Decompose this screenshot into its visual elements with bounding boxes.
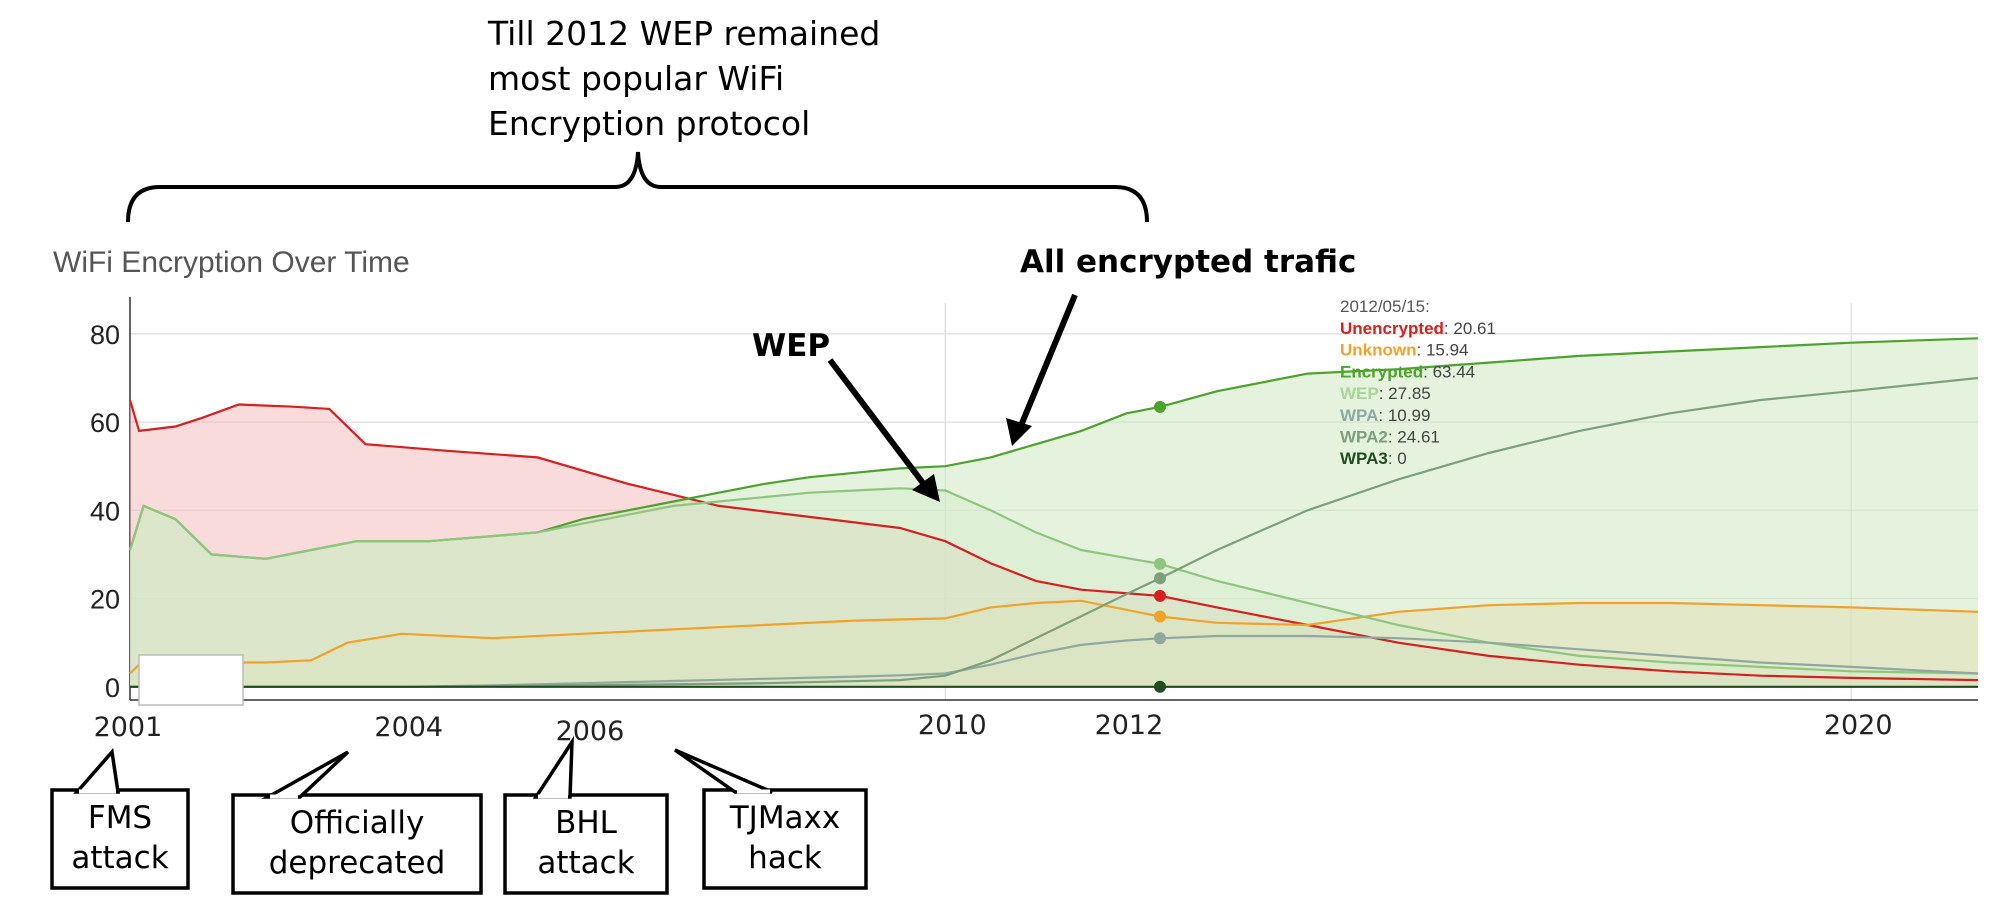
x-tick-label-1: 2004: [374, 712, 443, 743]
y-tick-label-4: 80: [90, 320, 120, 350]
event-bubble-label: deprecated: [269, 845, 446, 881]
series-lines: [128, 337, 1979, 688]
event-bubble-label: TJMaxx: [729, 800, 841, 836]
event-bubble-pointer: [73, 748, 121, 794]
event-bubble-pointer: [532, 735, 574, 799]
event-bubble-2: BHL attack: [503, 735, 669, 895]
marker-wpa: [1153, 632, 1166, 645]
marker-wpa3: [1153, 680, 1166, 693]
tooltip-row-wpa: WPA: 10.99: [1340, 406, 1430, 425]
event-bubble-label: BHL: [555, 805, 618, 841]
callout-wep-label: WEP: [752, 328, 830, 364]
tooltip-row-unencrypted: Unencrypted: 20.61: [1340, 319, 1496, 338]
tooltip-series-name: WPA3: [1340, 449, 1388, 468]
tooltip-date: 2012/05/15:: [1340, 297, 1430, 316]
x-tick-label-5: 2020: [1824, 710, 1893, 741]
tooltip-series-value: : 15.94: [1417, 341, 1469, 360]
event-bubble-pointer: [261, 750, 350, 799]
line-wpa: [130, 634, 1979, 688]
tooltip-series-value: : 10.99: [1378, 406, 1430, 425]
x-tick-label-2: 2006: [556, 716, 625, 747]
event-bubble-label: FMS: [88, 800, 152, 836]
event-bubble-label: hack: [748, 840, 822, 876]
tooltip-series-name: Unknown: [1340, 341, 1417, 360]
marker-unencrypted: [1153, 589, 1166, 602]
line-unencrypted: [128, 399, 1979, 682]
tooltip-row-unknown: Unknown: 15.94: [1340, 341, 1469, 360]
area-wep: [130, 488, 1978, 687]
event-bubble-3: TJMaxx hack: [673, 748, 868, 890]
blank-box: [138, 654, 244, 706]
tooltip-series-name: WEP: [1340, 384, 1379, 403]
x-tick-labels: 2001 2004 2006 2010 2012 2020: [94, 710, 1893, 747]
tooltip-series-name: WPA2: [1340, 428, 1388, 447]
callout-wep-arrow-shaft: [827, 358, 929, 489]
plot-area: 0 20 40 60 80 2001 2004 2006 2010 2012 2020: [90, 297, 1979, 747]
y-tick-label-0: 0: [105, 673, 120, 703]
header-note-line-3: Encryption protocol: [488, 104, 810, 143]
event-bubble-label: Officially: [290, 805, 425, 841]
tooltip-series-name: Unencrypted: [1340, 319, 1444, 338]
callout-wep-arrowhead: [912, 474, 940, 502]
header-note-line-1: Till 2012 WEP remained: [487, 14, 880, 53]
tooltip-row-wep: WEP: 27.85: [1340, 384, 1431, 403]
marker-encrypted: [1153, 400, 1166, 413]
event-bubble-box: [231, 793, 483, 895]
event-bubble-box: [702, 788, 868, 890]
y-tick-label-2: 40: [90, 496, 120, 526]
event-bubble-label: attack: [537, 845, 634, 881]
callout-all-encrypted-arrowhead: [1006, 418, 1032, 446]
header-note: Till 2012 WEP remained most popular WiFi…: [487, 14, 880, 143]
x-tick-label-4: 2012: [1095, 710, 1164, 741]
x-tick-label-3: 2010: [918, 710, 987, 741]
event-bubble-label: attack: [71, 840, 168, 876]
tooltip-row-wpa3: WPA3: 0: [1340, 449, 1407, 468]
line-unknown: [129, 599, 1979, 675]
tooltip-row-encrypted: Encrypted: 63.44: [1340, 362, 1475, 381]
chart-title: WiFi Encryption Over Time: [53, 246, 410, 279]
tooltip-series-name: Encrypted: [1340, 362, 1423, 381]
tooltip-series-value: : 0: [1388, 449, 1407, 468]
event-bubble-box: [503, 793, 669, 895]
tooltip-series-name: WPA: [1340, 406, 1378, 425]
y-tick-label-1: 20: [90, 585, 120, 615]
tooltip-series-value: : 24.61: [1388, 428, 1440, 447]
tooltip-series-value: : 63.44: [1423, 362, 1475, 381]
event-bubble-box: [50, 788, 190, 890]
tooltip-series-value: : 20.61: [1444, 319, 1496, 338]
marker-unknown: [1153, 610, 1166, 623]
callout-all-encrypted: All encrypted trafic: [1006, 244, 1356, 446]
marker-wpa2: [1153, 572, 1166, 585]
x-tick-label-0: 2001: [94, 712, 163, 743]
curly-brace: [126, 151, 1149, 223]
tooltip-row-wpa2: WPA2: 24.61: [1340, 428, 1440, 447]
line-wpa2: [130, 376, 1979, 688]
y-tick-label-3: 60: [90, 408, 120, 438]
series-areas: [130, 338, 1978, 687]
event-callouts: FMS attack Officially deprecated BHL attack TJ…: [50, 735, 868, 895]
hover-markers: [1153, 400, 1166, 693]
callout-wep: WEP: [752, 328, 940, 502]
event-bubble-pointer: [673, 748, 773, 794]
event-bubble-0: FMS attack: [50, 748, 190, 890]
callout-all-encrypted-arrow-shaft: [1017, 293, 1078, 430]
tooltip-series-value: : 27.85: [1379, 384, 1431, 403]
marker-wep: [1153, 557, 1166, 570]
y-tick-labels: 0 20 40 60 80: [90, 320, 120, 703]
event-bubble-1: Officially deprecated: [231, 750, 483, 895]
callout-all-encrypted-label: All encrypted trafic: [1020, 244, 1356, 280]
header-note-line-2: most popular WiFi: [488, 59, 784, 98]
